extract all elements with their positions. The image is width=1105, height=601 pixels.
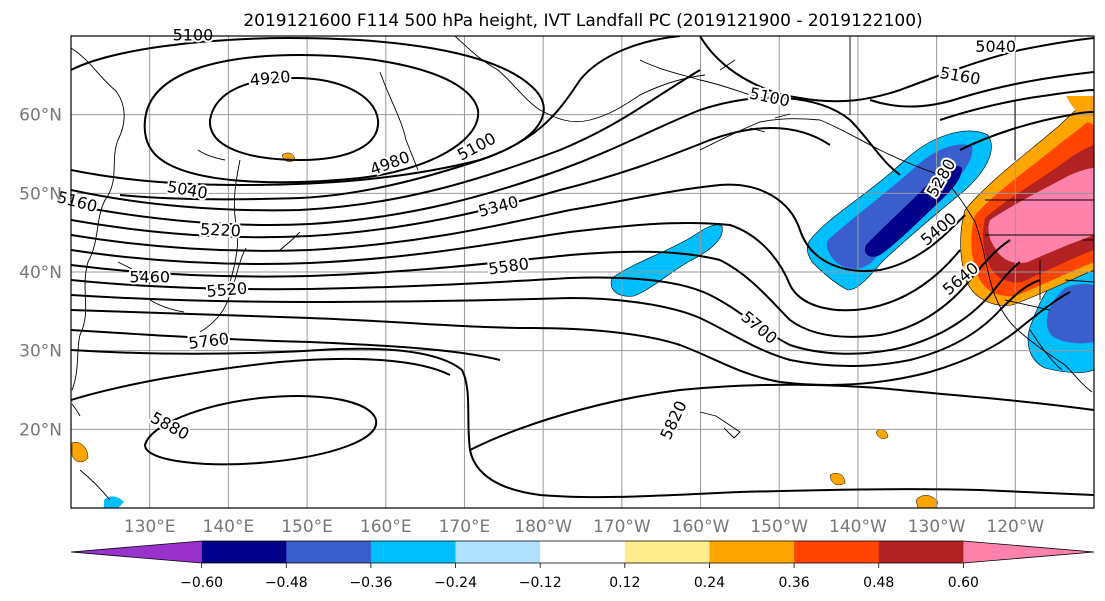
map-title: 2019121600 F114 500 hPa height, IVT Land… xyxy=(243,11,922,31)
longitude-tick-label: 120°W xyxy=(986,517,1044,537)
latitude-tick-label: 50°N xyxy=(19,184,62,204)
contour-label: 5040 xyxy=(973,35,1018,58)
colorbar-tick-label: −0.60 xyxy=(180,575,223,591)
contour-label-text: 5220 xyxy=(200,219,242,240)
colorbar: −0.60 −0.48 −0.36 −0.24 −0.12 0.12 0.24 0.36 0.4… xyxy=(70,540,1095,591)
colorbar-segment xyxy=(794,541,880,563)
contour-label-text: 4920 xyxy=(249,67,291,89)
colorbar-tick-label: −0.48 xyxy=(265,575,308,591)
longitude-tick-label: 170°E xyxy=(439,517,491,537)
longitude-tick-label: 180°W xyxy=(514,517,572,537)
contour-label-text: 5520 xyxy=(206,279,248,301)
colorbar-segment xyxy=(286,541,372,563)
latitude-tick-label: 60°N xyxy=(19,106,62,126)
contour-label: 4920 xyxy=(247,65,293,91)
colorbar-tick-label: 0.60 xyxy=(948,575,979,591)
contour-label-text: 5040 xyxy=(975,37,1016,56)
colorbar-segment xyxy=(540,541,626,563)
colorbar-segment xyxy=(878,541,964,563)
contour-label: 5220 xyxy=(198,217,244,242)
ivt-negative-anomaly-shading xyxy=(104,130,1094,508)
longitude-tick-label: 150°W xyxy=(750,517,808,537)
colorbar-tick-label: 0.12 xyxy=(609,575,640,591)
colorbar-tick-label: 0.36 xyxy=(779,575,810,591)
colorbar-tick-label: −0.24 xyxy=(434,575,477,591)
colorbar-segment xyxy=(201,541,287,563)
contour-label-text: 5100 xyxy=(173,25,214,44)
coastlines xyxy=(71,36,1094,501)
colorbar-tick-label: 0.24 xyxy=(694,575,725,591)
colorbar-segment xyxy=(624,541,710,563)
longitude-tick-label: 160°E xyxy=(360,517,412,537)
longitude-tick-label: 160°W xyxy=(672,517,730,537)
map-frame xyxy=(70,35,1095,509)
longitude-tick-label: 130°E xyxy=(124,517,176,537)
colorbar-segment xyxy=(370,541,457,563)
colorbar-tick-label: −0.36 xyxy=(349,575,392,591)
colorbar-tick-label: −0.12 xyxy=(519,575,562,591)
latitude-tick-label: 20°N xyxy=(19,420,62,440)
longitude-tick-label: 150°E xyxy=(281,517,333,537)
colorbar-segment xyxy=(709,541,795,563)
contour-label: 5520 xyxy=(204,277,250,303)
colorbar-segment xyxy=(963,541,1094,563)
colorbar-tick-label: 0.48 xyxy=(863,575,894,591)
contour-label: 5460 xyxy=(127,266,172,289)
colorbar-segment xyxy=(71,541,202,563)
longitude-tick-label: 130°W xyxy=(908,517,966,537)
latitude-tick-label: 40°N xyxy=(19,263,62,283)
colorbar-segment xyxy=(455,541,541,563)
latitude-axis: 20°N 30°N 40°N 50°N 60°N xyxy=(19,106,62,441)
longitude-tick-label: 140°E xyxy=(203,517,255,537)
contour-label-text: 5460 xyxy=(129,268,170,287)
longitude-axis: 130°E 140°E 150°E 160°E 170°E 180°W 170°W 160°W… xyxy=(124,517,1045,537)
longitude-tick-label: 140°W xyxy=(829,517,887,537)
longitude-tick-label: 170°W xyxy=(593,517,651,537)
contour-label: 5100 xyxy=(171,23,216,46)
latitude-tick-label: 30°N xyxy=(19,342,62,362)
height-contours xyxy=(71,36,1094,499)
